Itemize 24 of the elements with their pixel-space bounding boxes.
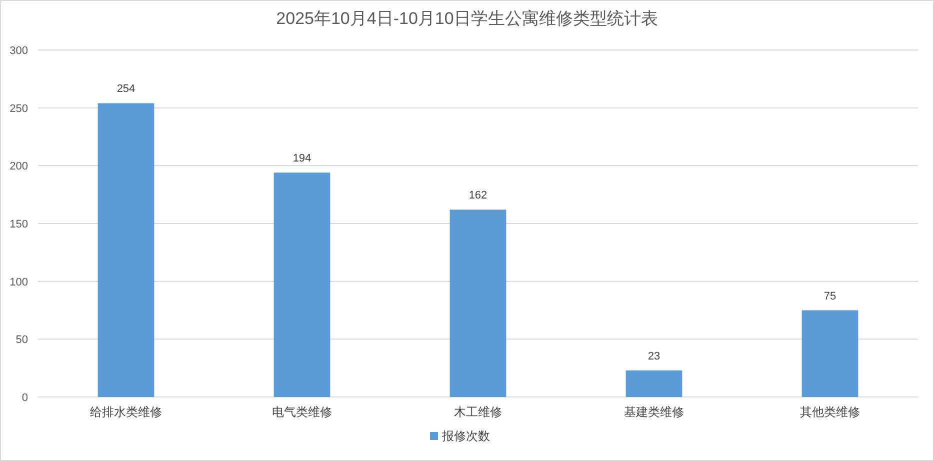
x-tick-label: 木工维修	[454, 405, 502, 419]
y-tick-label: 0	[22, 392, 28, 404]
legend-label: 报修次数	[441, 429, 490, 443]
y-tick-label: 150	[10, 218, 28, 230]
y-tick-label: 200	[10, 160, 28, 173]
y-tick-label: 50	[16, 334, 28, 346]
data-label: 23	[648, 350, 660, 362]
bar	[626, 370, 682, 397]
chart-title: 2025年10月4日-10月10日学生公寓维修类型统计表	[276, 9, 658, 28]
y-tick-label: 250	[10, 102, 28, 115]
data-label: 254	[116, 83, 136, 96]
data-label: 162	[468, 190, 488, 202]
data-label: 194	[292, 152, 312, 165]
x-tick-label: 其他类维修	[800, 405, 860, 419]
bar	[450, 210, 506, 397]
bar	[802, 310, 858, 397]
x-tick-label: 给排水类维修	[90, 405, 162, 419]
data-label: 75	[824, 290, 836, 302]
y-tick-label: 300	[10, 45, 28, 57]
x-tick-label: 基建类维修	[624, 405, 684, 419]
y-tick-label: 100	[10, 276, 28, 288]
bar	[274, 172, 330, 397]
x-tick-label: 电气类维修	[272, 405, 332, 419]
bar	[98, 103, 154, 397]
